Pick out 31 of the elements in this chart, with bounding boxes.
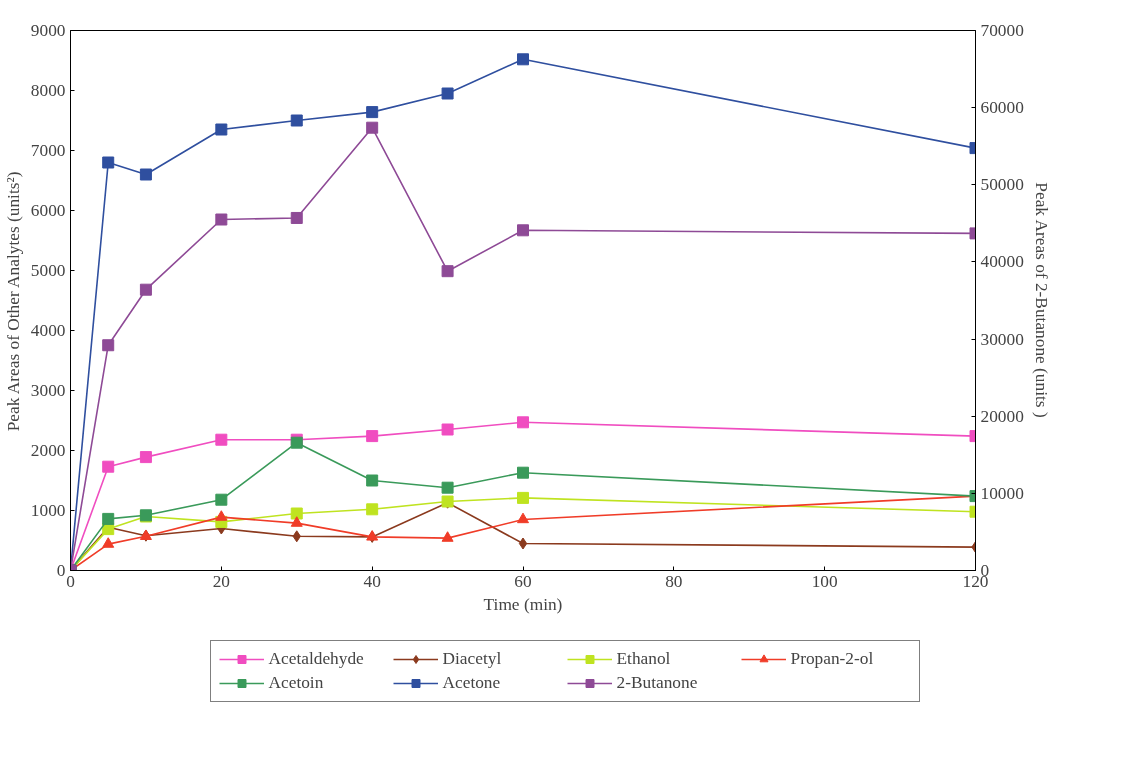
y2-tick-label: 30000 <box>980 329 1024 349</box>
legend-label: Acetone <box>442 673 502 693</box>
legend-label: Propan-2-ol <box>790 649 875 669</box>
x-tick-label: 100 <box>811 571 838 591</box>
y-axis-title: Peak Areas of Other Analytes (units²) <box>3 171 23 432</box>
y-tick-label: 4000 <box>30 321 66 340</box>
y2-tick-label: 10000 <box>980 483 1024 503</box>
y2-tick-label: 40000 <box>980 252 1024 272</box>
legend-label: Acetaldehyde <box>268 649 365 669</box>
x-tick-label: 60 <box>514 571 532 591</box>
y-tick-label: 2000 <box>30 441 66 460</box>
y2-axis-title: Peak Areas of 2-Butanone (units ) <box>1031 182 1051 418</box>
legend-label: Ethanol <box>616 649 672 669</box>
x-tick-label: 20 <box>212 571 230 591</box>
y2-tick-label: 70000 <box>980 21 1024 40</box>
x-axis-title: Time (min) <box>483 594 563 614</box>
y2-tick-label: 60000 <box>980 98 1024 118</box>
y-tick-label: 5000 <box>30 261 66 280</box>
y-tick-label: 7000 <box>30 141 66 160</box>
y-tick-label: 6000 <box>30 201 66 220</box>
y2-tick-label: 20000 <box>980 406 1024 426</box>
legend-label: Acetoin <box>268 673 325 693</box>
y-tick-label: 1000 <box>30 501 66 520</box>
legend-label: 2-Butanone <box>616 673 699 693</box>
x-tick-label: 40 <box>363 571 381 591</box>
y2-tick-label: 50000 <box>980 175 1024 195</box>
y-tick-label: 9000 <box>30 21 66 40</box>
y-tick-label: 8000 <box>30 81 66 100</box>
legend-label: Diacetyl <box>442 649 503 669</box>
x-tick-label: 80 <box>665 571 683 591</box>
y-tick-label: 3000 <box>30 381 66 400</box>
